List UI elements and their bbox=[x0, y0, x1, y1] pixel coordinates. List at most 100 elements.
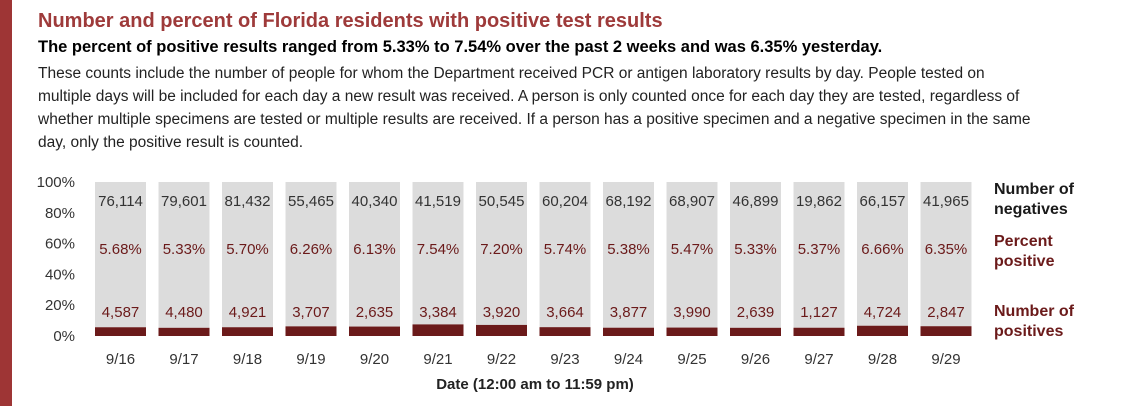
y-tick-label: 0% bbox=[53, 328, 75, 345]
bar-positives bbox=[285, 326, 337, 336]
bar-negatives bbox=[349, 182, 400, 327]
data-label-positives: 4,587 bbox=[102, 304, 140, 321]
x-tick-label: 9/22 bbox=[487, 351, 516, 368]
data-label-positives: 3,990 bbox=[673, 304, 711, 321]
bar-positives bbox=[793, 327, 845, 336]
bar-negatives bbox=[95, 182, 146, 328]
data-label-negatives: 68,907 bbox=[669, 193, 715, 210]
bar-positives bbox=[95, 327, 146, 336]
legend-negatives-label: Number of negatives bbox=[994, 180, 1074, 220]
x-tick-label: 9/21 bbox=[423, 351, 452, 368]
data-label-percent: 5.47% bbox=[671, 241, 714, 258]
data-label-positives: 1,127 bbox=[800, 304, 838, 321]
x-tick-label: 9/26 bbox=[741, 351, 770, 368]
legend-positives-line-2: positives bbox=[994, 323, 1064, 340]
data-label-positives: 4,921 bbox=[229, 304, 267, 321]
y-tick-label: 20% bbox=[45, 297, 75, 314]
bar-positives bbox=[857, 325, 908, 336]
bar-positives bbox=[920, 326, 972, 336]
bar-positives bbox=[349, 326, 400, 336]
data-label-negatives: 41,965 bbox=[923, 193, 969, 210]
data-label-positives: 3,707 bbox=[292, 304, 330, 321]
data-label-negatives: 46,899 bbox=[733, 193, 779, 210]
bar-negatives bbox=[285, 182, 337, 327]
chart-description: These counts include the number of peopl… bbox=[38, 65, 1031, 151]
bar-negatives bbox=[222, 182, 273, 328]
bar-negatives bbox=[603, 182, 654, 328]
data-label-negatives: 76,114 bbox=[98, 193, 143, 210]
data-label-percent: 5.74% bbox=[544, 241, 587, 258]
data-label-positives: 3,664 bbox=[546, 304, 584, 321]
bar-positives bbox=[539, 327, 591, 336]
bar-positives bbox=[603, 327, 654, 336]
data-label-positives: 4,480 bbox=[165, 304, 203, 321]
data-label-percent: 6.26% bbox=[290, 241, 333, 258]
data-label-negatives: 68,192 bbox=[606, 193, 652, 210]
bar-positives bbox=[222, 327, 273, 336]
bar-positives bbox=[412, 324, 464, 336]
data-label-negatives: 41,519 bbox=[415, 193, 461, 210]
data-label-percent: 6.66% bbox=[861, 241, 904, 258]
accent-bar bbox=[0, 0, 12, 406]
data-label-percent: 5.37% bbox=[798, 241, 841, 258]
x-tick-label: 9/28 bbox=[868, 351, 897, 368]
data-label-percent: 5.68% bbox=[99, 241, 142, 258]
bar-negatives bbox=[412, 182, 464, 325]
data-label-positives: 4,724 bbox=[864, 304, 902, 321]
x-tick-label: 9/25 bbox=[677, 351, 706, 368]
data-label-percent: 5.33% bbox=[734, 241, 777, 258]
y-tick-label: 40% bbox=[45, 266, 75, 283]
legend-percent-line-1: Percent bbox=[994, 233, 1053, 250]
legend-percent-label: Percent positive bbox=[994, 232, 1054, 272]
data-label-percent: 5.70% bbox=[226, 241, 269, 258]
data-label-negatives: 66,157 bbox=[860, 193, 906, 210]
x-tick-label: 9/27 bbox=[804, 351, 833, 368]
x-tick-label: 9/24 bbox=[614, 351, 643, 368]
y-tick-label: 60% bbox=[45, 236, 75, 253]
legend-negatives-line-1: Number of bbox=[994, 181, 1074, 198]
bar-positives bbox=[666, 327, 718, 336]
x-tick-label: 9/20 bbox=[360, 351, 389, 368]
bar-negatives bbox=[793, 182, 845, 328]
data-label-percent: 5.38% bbox=[607, 241, 650, 258]
x-tick-label: 9/17 bbox=[169, 351, 198, 368]
legend-negatives-line-2: negatives bbox=[994, 201, 1068, 218]
y-tick-label: 80% bbox=[45, 205, 75, 222]
data-label-negatives: 60,204 bbox=[542, 193, 588, 210]
data-label-positives: 2,847 bbox=[927, 304, 965, 321]
data-label-percent: 7.20% bbox=[480, 241, 523, 258]
bar-negatives bbox=[920, 182, 972, 327]
legend-percent-line-2: positive bbox=[994, 253, 1055, 270]
data-label-negatives: 55,465 bbox=[288, 193, 334, 210]
chart-subtitle: The percent of positive results ranged f… bbox=[38, 38, 883, 56]
data-label-negatives: 81,432 bbox=[225, 193, 271, 210]
bar-negatives bbox=[476, 182, 527, 325]
data-label-positives: 3,877 bbox=[610, 304, 648, 321]
data-label-negatives: 40,340 bbox=[352, 193, 398, 210]
data-label-positives: 3,384 bbox=[419, 304, 457, 321]
data-label-negatives: 19,862 bbox=[796, 193, 842, 210]
x-tick-label: 9/18 bbox=[233, 351, 262, 368]
bar-positives bbox=[158, 327, 210, 336]
data-label-negatives: 50,545 bbox=[479, 193, 525, 210]
data-label-positives: 2,639 bbox=[737, 304, 775, 321]
bar-negatives bbox=[730, 182, 781, 328]
data-label-negatives: 79,601 bbox=[161, 193, 207, 210]
x-tick-label: 9/23 bbox=[550, 351, 579, 368]
y-tick-label: 100% bbox=[37, 174, 75, 191]
bar-negatives bbox=[539, 182, 591, 328]
x-tick-label: 9/29 bbox=[931, 351, 960, 368]
bar-negatives bbox=[857, 182, 908, 326]
legend-positives-line-1: Number of bbox=[994, 303, 1074, 320]
x-tick-label: 9/19 bbox=[296, 351, 325, 368]
bar-chart: 0% 20% 40% 60% 80% 100% 76,114 5.68% 4,587 9/16 79… bbox=[37, 174, 972, 368]
legend-positives-label: Number of positives bbox=[994, 302, 1074, 342]
bar-negatives bbox=[158, 182, 210, 328]
data-label-percent: 6.13% bbox=[353, 241, 396, 258]
data-label-percent: 6.35% bbox=[925, 241, 968, 258]
bar-negatives bbox=[666, 182, 718, 328]
data-label-positives: 3,920 bbox=[483, 304, 521, 321]
data-label-percent: 5.33% bbox=[163, 241, 206, 258]
bar-positives bbox=[730, 327, 781, 336]
x-tick-label: 9/16 bbox=[106, 351, 135, 368]
